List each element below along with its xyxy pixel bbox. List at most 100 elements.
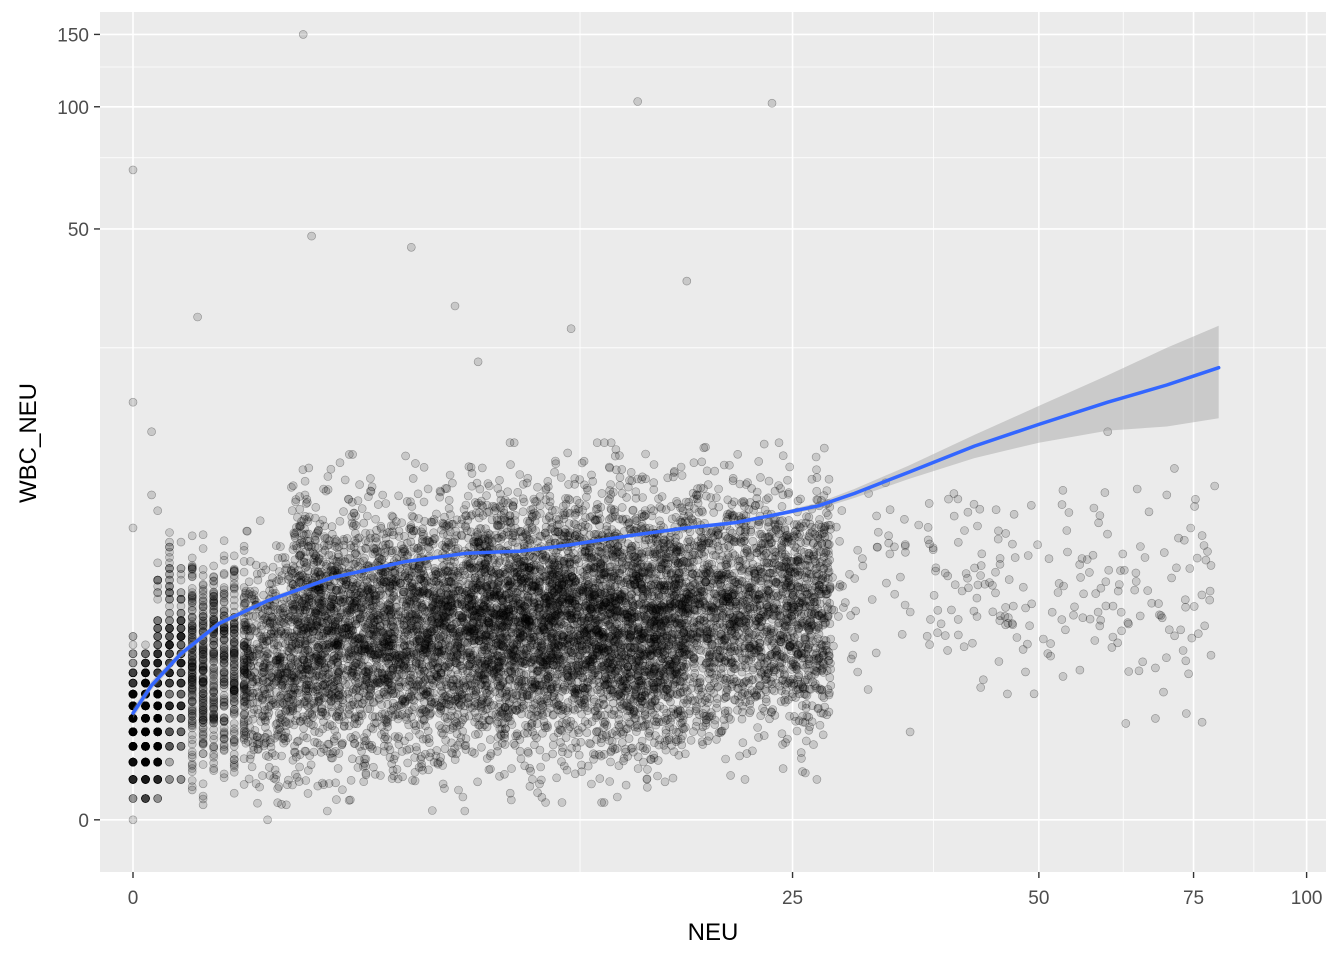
data-point <box>318 724 328 734</box>
data-point <box>289 720 299 730</box>
data-point <box>384 674 393 684</box>
data-point <box>141 794 150 803</box>
data-point <box>153 649 162 659</box>
data-point <box>275 723 285 733</box>
data-point <box>305 594 314 603</box>
data-point <box>300 490 310 500</box>
data-point <box>323 628 333 638</box>
data-point <box>153 632 162 641</box>
data-point <box>320 545 330 555</box>
data-point <box>301 686 311 696</box>
data-point <box>259 632 268 642</box>
data-point <box>429 678 439 688</box>
data-point <box>418 625 428 635</box>
data-point <box>239 728 249 737</box>
data-point <box>385 583 395 593</box>
data-point <box>279 618 289 628</box>
data-point <box>401 647 411 657</box>
data-point <box>400 531 409 541</box>
data-point <box>408 474 418 483</box>
data-point <box>355 705 365 714</box>
data-point <box>291 769 300 779</box>
data-point <box>153 623 162 633</box>
data-point <box>253 575 263 585</box>
data-point <box>153 588 162 597</box>
data-point <box>371 514 380 524</box>
data-point <box>458 792 468 802</box>
data-point <box>176 727 186 737</box>
data-point <box>128 794 138 803</box>
data-point <box>298 712 308 722</box>
data-point <box>286 685 295 695</box>
data-point <box>141 678 150 688</box>
data-point <box>198 800 208 810</box>
data-point <box>141 727 150 737</box>
data-point <box>267 579 276 588</box>
data-point <box>229 738 239 747</box>
data-point <box>332 795 341 804</box>
data-point <box>153 775 162 784</box>
data-point <box>417 602 426 612</box>
data-point <box>287 506 297 515</box>
data-point <box>459 505 469 514</box>
data-point <box>209 598 218 608</box>
data-point <box>176 689 186 699</box>
data-point <box>128 741 138 751</box>
data-point <box>264 752 274 762</box>
data-point <box>461 734 471 744</box>
data-point <box>446 510 455 519</box>
data-point <box>390 732 400 741</box>
data-point <box>153 616 162 625</box>
data-point <box>386 665 396 675</box>
data-point <box>348 630 357 640</box>
data-point <box>431 567 440 577</box>
data-point <box>316 584 325 594</box>
data-point <box>270 765 280 775</box>
data-point <box>165 537 174 547</box>
data-point <box>153 757 162 767</box>
data-point <box>153 741 162 751</box>
data-point <box>219 697 229 707</box>
data-point <box>141 741 150 751</box>
data-point <box>435 486 445 496</box>
data-point <box>128 678 138 688</box>
data-point <box>369 650 379 660</box>
data-point <box>399 587 408 597</box>
data-point <box>259 667 269 677</box>
data-point <box>359 572 369 581</box>
data-point <box>452 674 462 684</box>
data-point <box>153 701 162 711</box>
data-point <box>443 602 452 612</box>
data-point <box>431 577 441 587</box>
data-point <box>153 727 162 737</box>
data-point <box>141 727 150 737</box>
data-point <box>141 727 150 737</box>
data-point <box>367 614 376 623</box>
data-point <box>300 746 310 756</box>
data-point <box>128 757 138 767</box>
data-point <box>165 616 174 625</box>
data-point <box>153 649 162 659</box>
data-point <box>176 775 186 784</box>
data-point <box>409 595 419 605</box>
data-point <box>390 751 400 761</box>
data-point <box>187 776 197 785</box>
data-point <box>128 727 138 737</box>
data-point <box>379 688 389 697</box>
data-point <box>141 775 150 784</box>
data-point <box>357 746 366 756</box>
data-point <box>295 597 304 607</box>
data-point <box>267 668 277 678</box>
data-point <box>141 649 150 659</box>
data-point <box>303 789 313 798</box>
data-point <box>443 611 453 621</box>
data-point <box>187 753 197 762</box>
data-point <box>437 724 446 733</box>
data-point <box>423 726 433 736</box>
data-point <box>351 558 361 567</box>
data-point <box>209 693 218 703</box>
data-point <box>209 734 218 744</box>
data-point <box>141 640 150 650</box>
data-point <box>219 569 229 578</box>
